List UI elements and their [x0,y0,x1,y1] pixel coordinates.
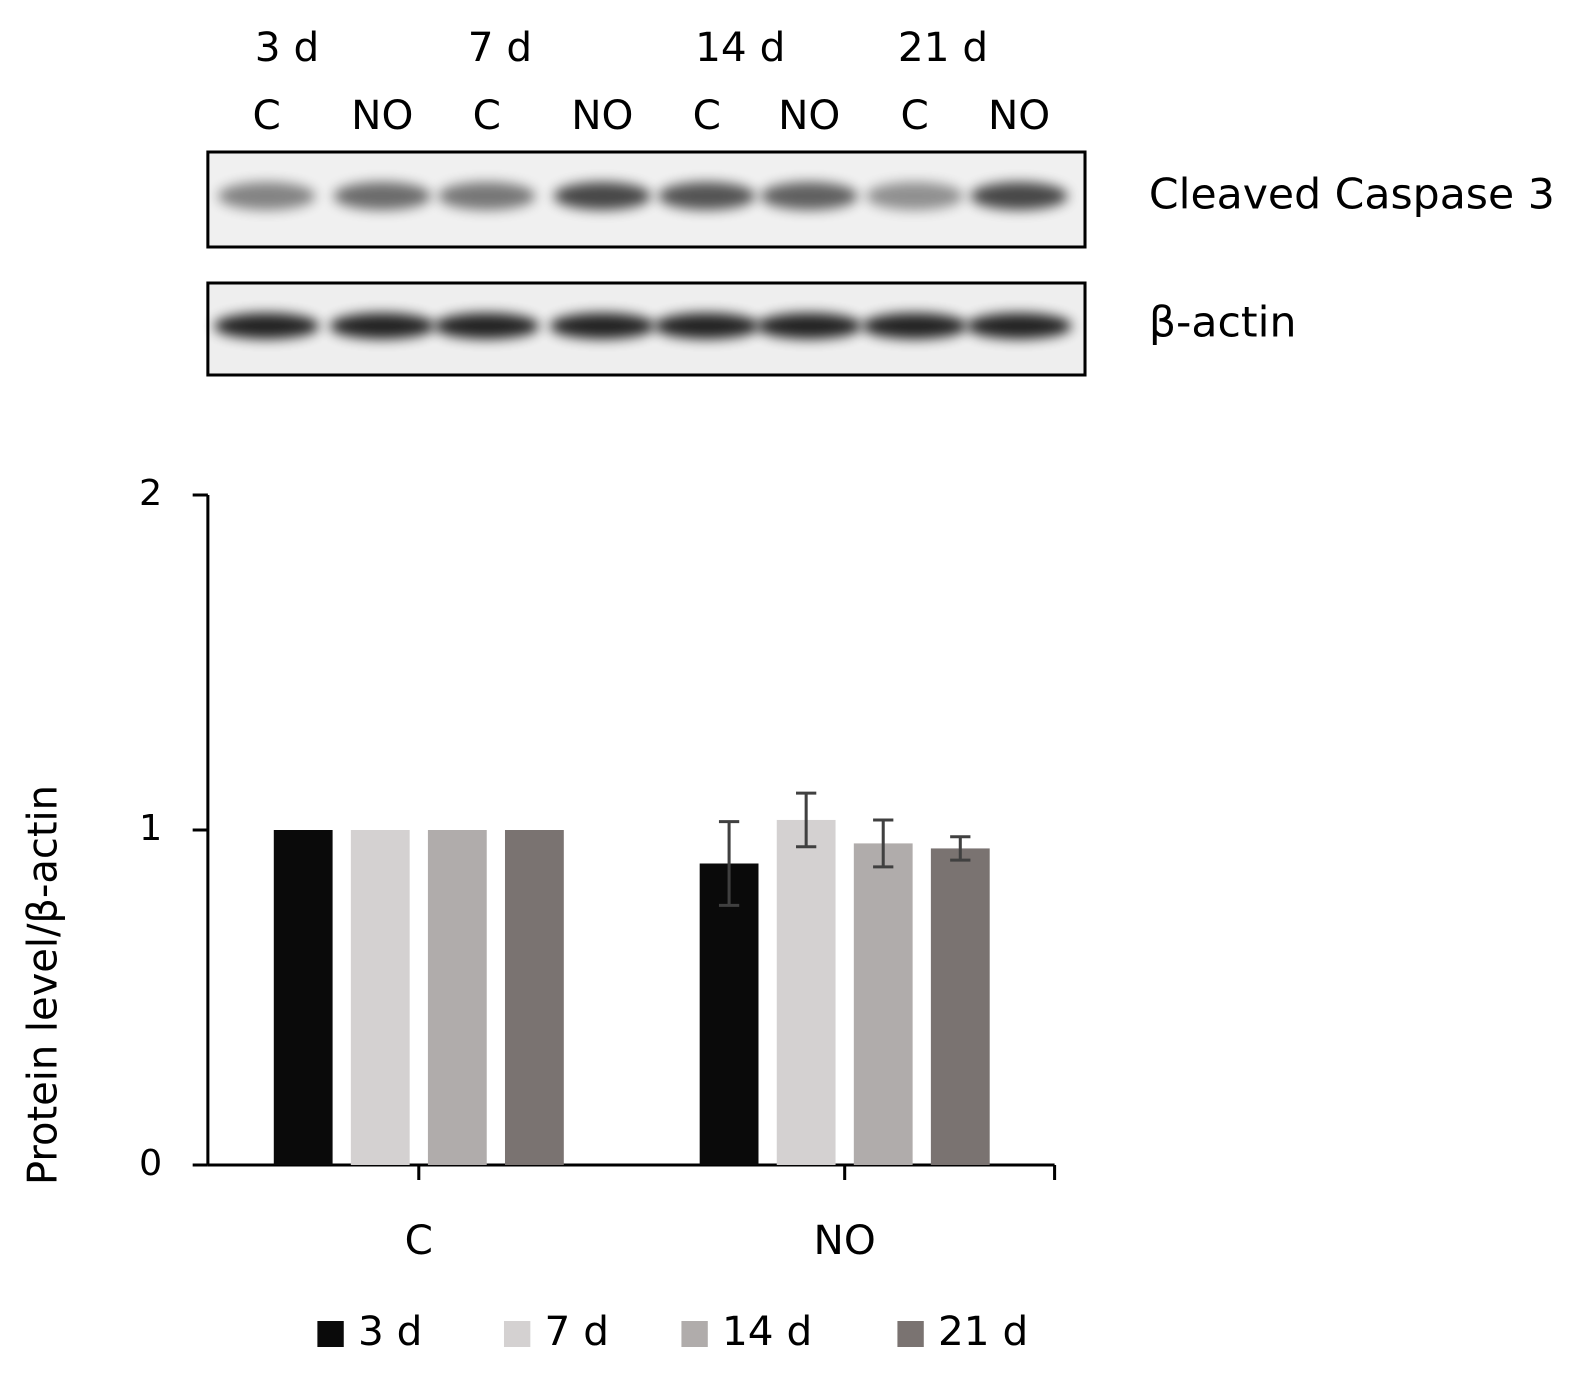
time-label: 7 d [468,25,532,71]
band [970,182,1068,210]
y-tick-label: 2 [139,471,162,514]
error-bar [796,791,817,849]
lane-label: NO [778,93,840,139]
legend-label: 3 d [358,1309,422,1355]
band [658,182,756,210]
error-bar [950,835,971,862]
error-bar [873,818,894,869]
bar [853,843,913,1165]
blot-row-label: β-actin [1149,298,1297,347]
time-label: 21 d [898,25,988,71]
y-tick-label: 1 [139,806,162,849]
band [553,182,652,210]
bar [427,830,487,1165]
bar [350,830,410,1165]
bar [504,830,564,1165]
legend-label: 21 d [938,1309,1028,1355]
band [760,182,858,210]
legend-label: 7 d [545,1309,609,1355]
band [756,313,862,339]
bar [930,848,990,1165]
error-bar [718,820,740,907]
band [861,313,968,339]
time-label: 14 d [695,25,785,71]
lane-label: NO [571,93,633,139]
y-tick-label: 0 [139,1141,162,1184]
band [654,313,760,339]
lane-label: C [253,93,281,139]
x-tick-label: C [405,1218,433,1264]
time-label: 3 d [255,25,319,71]
x-tick-label: NO [814,1218,876,1264]
lane-label: C [473,93,501,139]
lane-label: NO [351,93,413,139]
legend-swatch [897,1321,924,1347]
bar [776,819,836,1165]
band [329,313,436,339]
blot-row-label: Cleaved Caspase 3 [1149,170,1555,219]
band [218,182,316,210]
legend-swatch [317,1321,344,1347]
bar [699,863,759,1165]
y-axis-label: Protein level/β-actin [20,785,66,1185]
band [549,313,656,339]
band [333,182,431,210]
band [434,313,540,339]
lane-label: C [693,93,721,139]
bar [273,830,333,1165]
band [213,313,320,339]
lane-label: C [900,93,928,139]
band [966,313,1072,339]
legend-swatch [681,1321,708,1347]
lane-label: NO [988,93,1050,139]
band [865,182,964,210]
legend-swatch [503,1321,531,1347]
band [438,182,536,210]
legend-label: 14 d [722,1309,812,1355]
blot [206,150,1087,377]
